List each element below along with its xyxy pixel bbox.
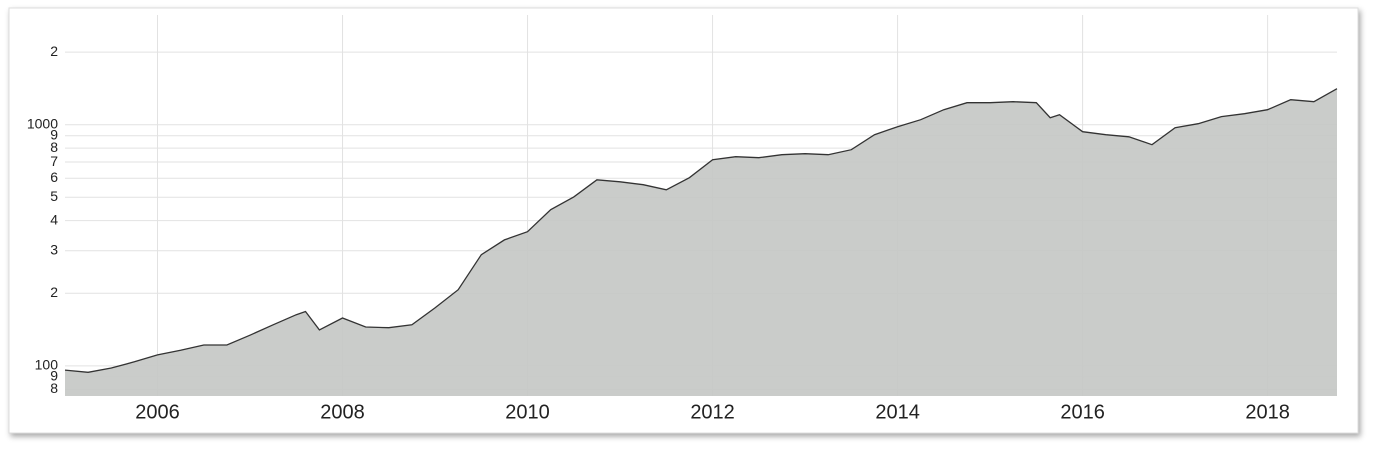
x-tick-label: 2018 — [1245, 401, 1290, 423]
area — [65, 88, 1337, 396]
y-tick-label: 4 — [50, 211, 58, 227]
y-tick-label: 1000 — [27, 115, 58, 131]
y-tick-label: 9 — [50, 368, 58, 384]
y-tick-label: 6 — [50, 169, 58, 185]
x-tick-label: 2006 — [135, 401, 180, 423]
y-tick-label: 3 — [50, 242, 58, 258]
y-tick-label: 5 — [50, 188, 58, 204]
y-tick-label: 8 — [50, 380, 58, 396]
line — [64, 88, 1338, 373]
x-tick-label: 2012 — [690, 401, 735, 423]
y-tick-label: 2 — [50, 284, 58, 300]
y-tick-label: 2 — [50, 43, 58, 59]
y-tick-label: 100 — [35, 357, 59, 373]
x-tick-label: 2016 — [1060, 401, 1105, 423]
y-tick-label: 9 — [50, 126, 58, 142]
x-tick-label: 2010 — [505, 401, 550, 423]
y-tick-label: 7 — [50, 153, 58, 169]
x-tick-label: 2014 — [875, 401, 920, 423]
y-tick-label: 8 — [50, 139, 58, 155]
x-tick-label: 2008 — [320, 401, 365, 423]
